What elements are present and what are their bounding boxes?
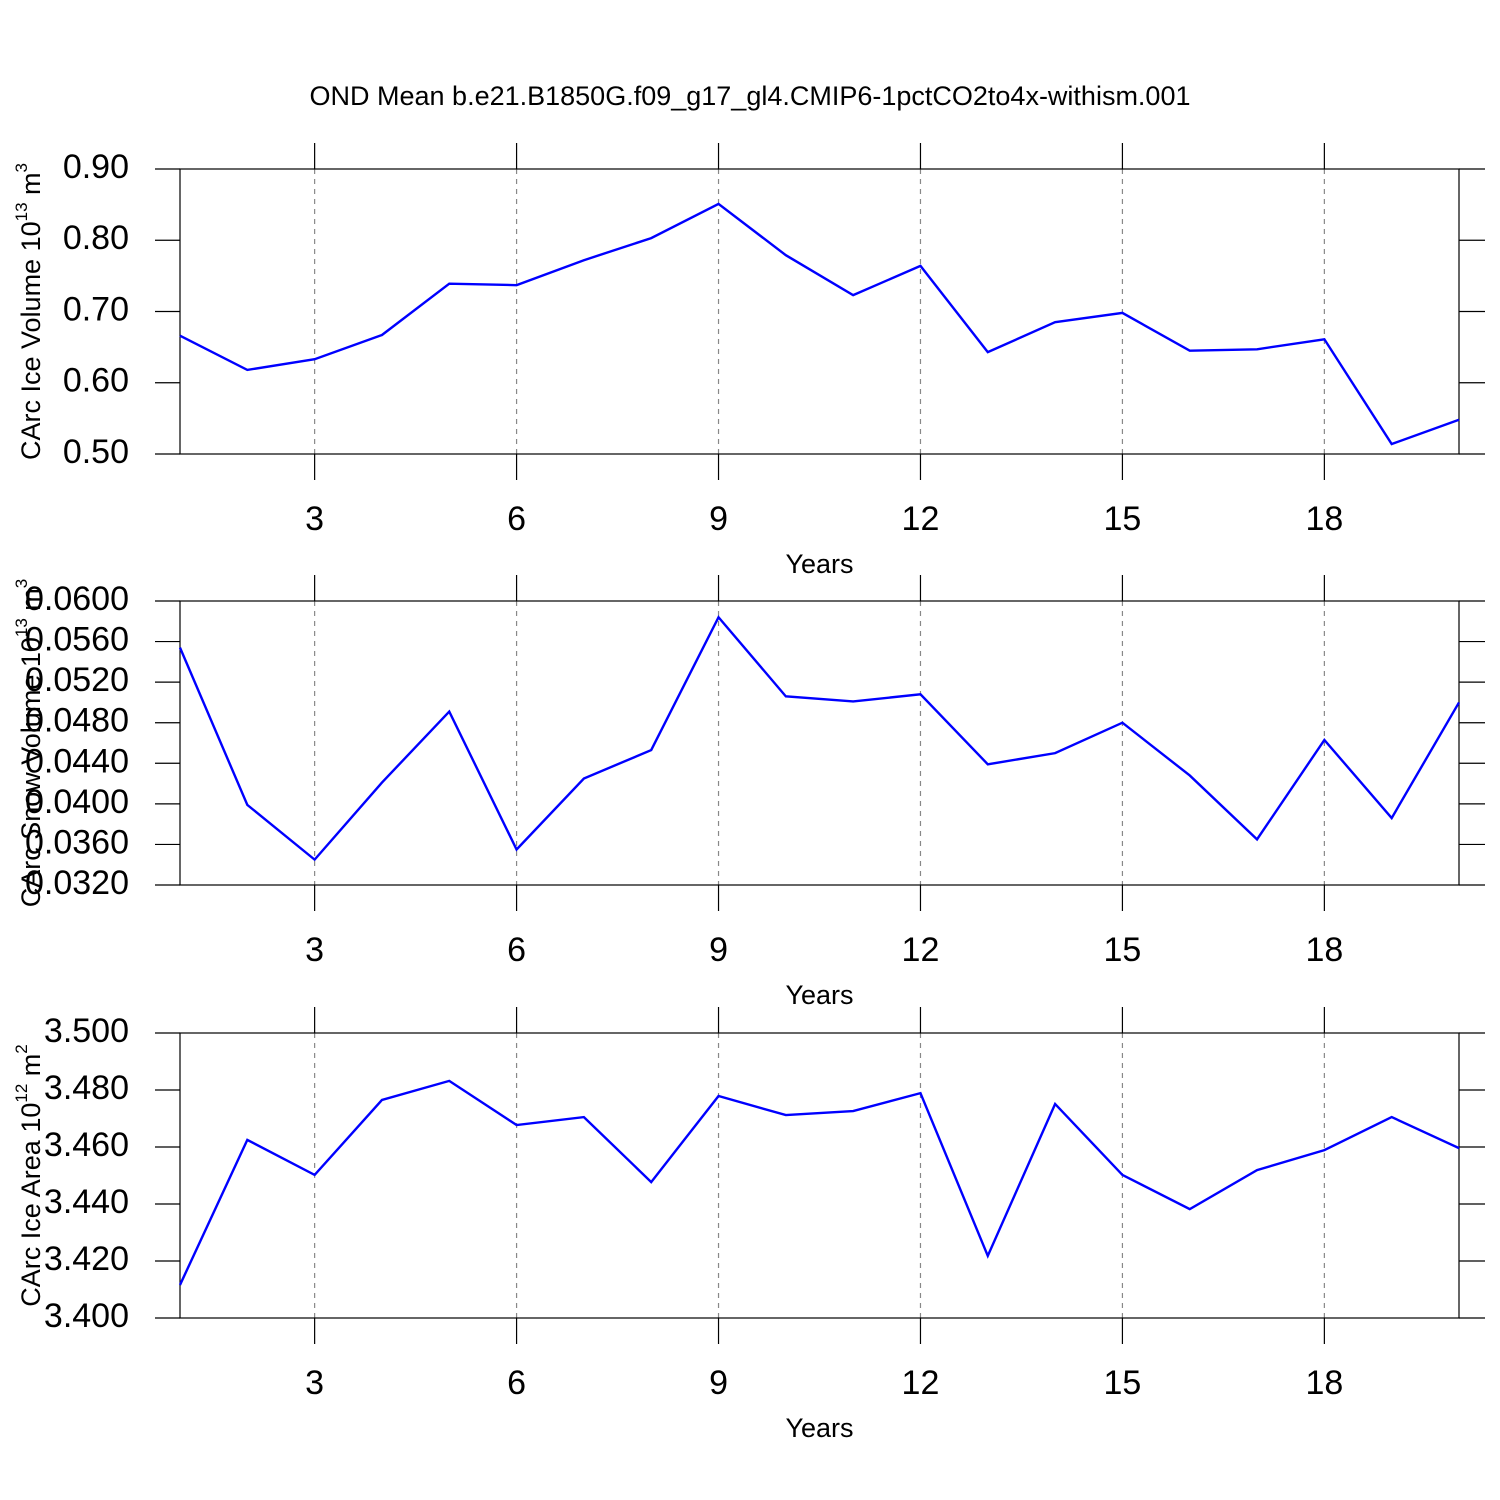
x-tick-label: 15 (1104, 931, 1142, 969)
y-label-text: CArc Ice Volume 10 (16, 221, 46, 460)
x-tick-label: 6 (507, 1364, 526, 1402)
x-tick-label: 6 (507, 500, 526, 538)
x-tick-label: 9 (709, 931, 728, 969)
x-tick-label: 3 (305, 1364, 324, 1402)
y-tick-label: 0.0560 (25, 621, 129, 659)
y-label-unit: m (16, 1054, 46, 1084)
y-tick-label: 0.0480 (25, 702, 129, 740)
x-tick-label: 12 (902, 500, 940, 538)
y-tick-label: 0.0520 (25, 661, 129, 699)
y-tick-label: 0.0600 (25, 580, 129, 618)
x-axis-label: Years (785, 980, 853, 1010)
figure-title: OND Mean b.e21.B1850G.f09_g17_gl4.CMIP6-… (310, 81, 1191, 111)
y-axis-label: CArc Ice Area 1012 m2 (12, 1044, 46, 1307)
y-label-exponent: 13 (12, 202, 31, 221)
y-tick-label: 0.0440 (25, 742, 129, 780)
y-tick-label: 0.90 (63, 148, 129, 186)
x-tick-label: 18 (1305, 500, 1343, 538)
y-axis-label: CArc Ice Volume 1013 m3 (12, 163, 46, 460)
plot-frame (179, 168, 1460, 455)
x-tick-label: 3 (305, 500, 324, 538)
y-label-exponent: 12 (12, 1084, 31, 1103)
y-tick-label: 3.440 (44, 1183, 129, 1221)
x-tick-label: 18 (1305, 931, 1343, 969)
y-label-exponent: 13 (12, 618, 31, 637)
x-tick-label: 3 (305, 931, 324, 969)
data-line (179, 202, 1460, 446)
y-label-text: CArc Ice Area 10 (16, 1103, 46, 1307)
y-tick-label: 3.480 (44, 1069, 129, 1107)
y-tick-label: 3.460 (44, 1126, 129, 1164)
y-label-unit-exponent: 2 (12, 1044, 31, 1053)
y-tick-label: 3.400 (44, 1297, 129, 1335)
y-tick-label: 0.0400 (25, 783, 129, 821)
y-tick-label: 3.500 (44, 1012, 129, 1050)
data-line (178, 615, 1461, 862)
x-tick-label: 12 (902, 931, 940, 969)
y-tick-label: 0.70 (63, 290, 129, 328)
y-label-unit-exponent: 3 (12, 579, 31, 588)
y-label-unit-exponent: 3 (12, 163, 31, 172)
x-axis-label: Years (785, 549, 853, 579)
y-label-text: CArc Snow Volume 10 (16, 637, 46, 907)
x-tick-label: 12 (902, 1364, 940, 1402)
y-label-unit: m (16, 172, 46, 202)
x-axis-label: Years (785, 1413, 853, 1443)
y-tick-label: 0.80 (63, 219, 129, 257)
x-tick-label: 18 (1305, 1364, 1343, 1402)
data-line (178, 1079, 1460, 1286)
x-tick-label: 9 (709, 1364, 728, 1402)
y-tick-label: 0.60 (63, 362, 129, 400)
y-label-unit: m (16, 588, 46, 618)
y-tick-label: 3.420 (44, 1240, 129, 1278)
y-tick-label: 0.0320 (25, 864, 129, 902)
x-tick-label: 9 (709, 500, 728, 538)
y-axis-label: CArc Snow Volume 1013 m3 (12, 579, 46, 908)
y-tick-label: 0.0360 (25, 823, 129, 861)
plot-frame (179, 1032, 1460, 1319)
y-tick-label: 0.50 (63, 433, 129, 471)
x-tick-label: 15 (1104, 500, 1142, 538)
x-tick-label: 15 (1104, 1364, 1142, 1402)
x-tick-label: 6 (507, 931, 526, 969)
plot-frame (179, 600, 1460, 886)
